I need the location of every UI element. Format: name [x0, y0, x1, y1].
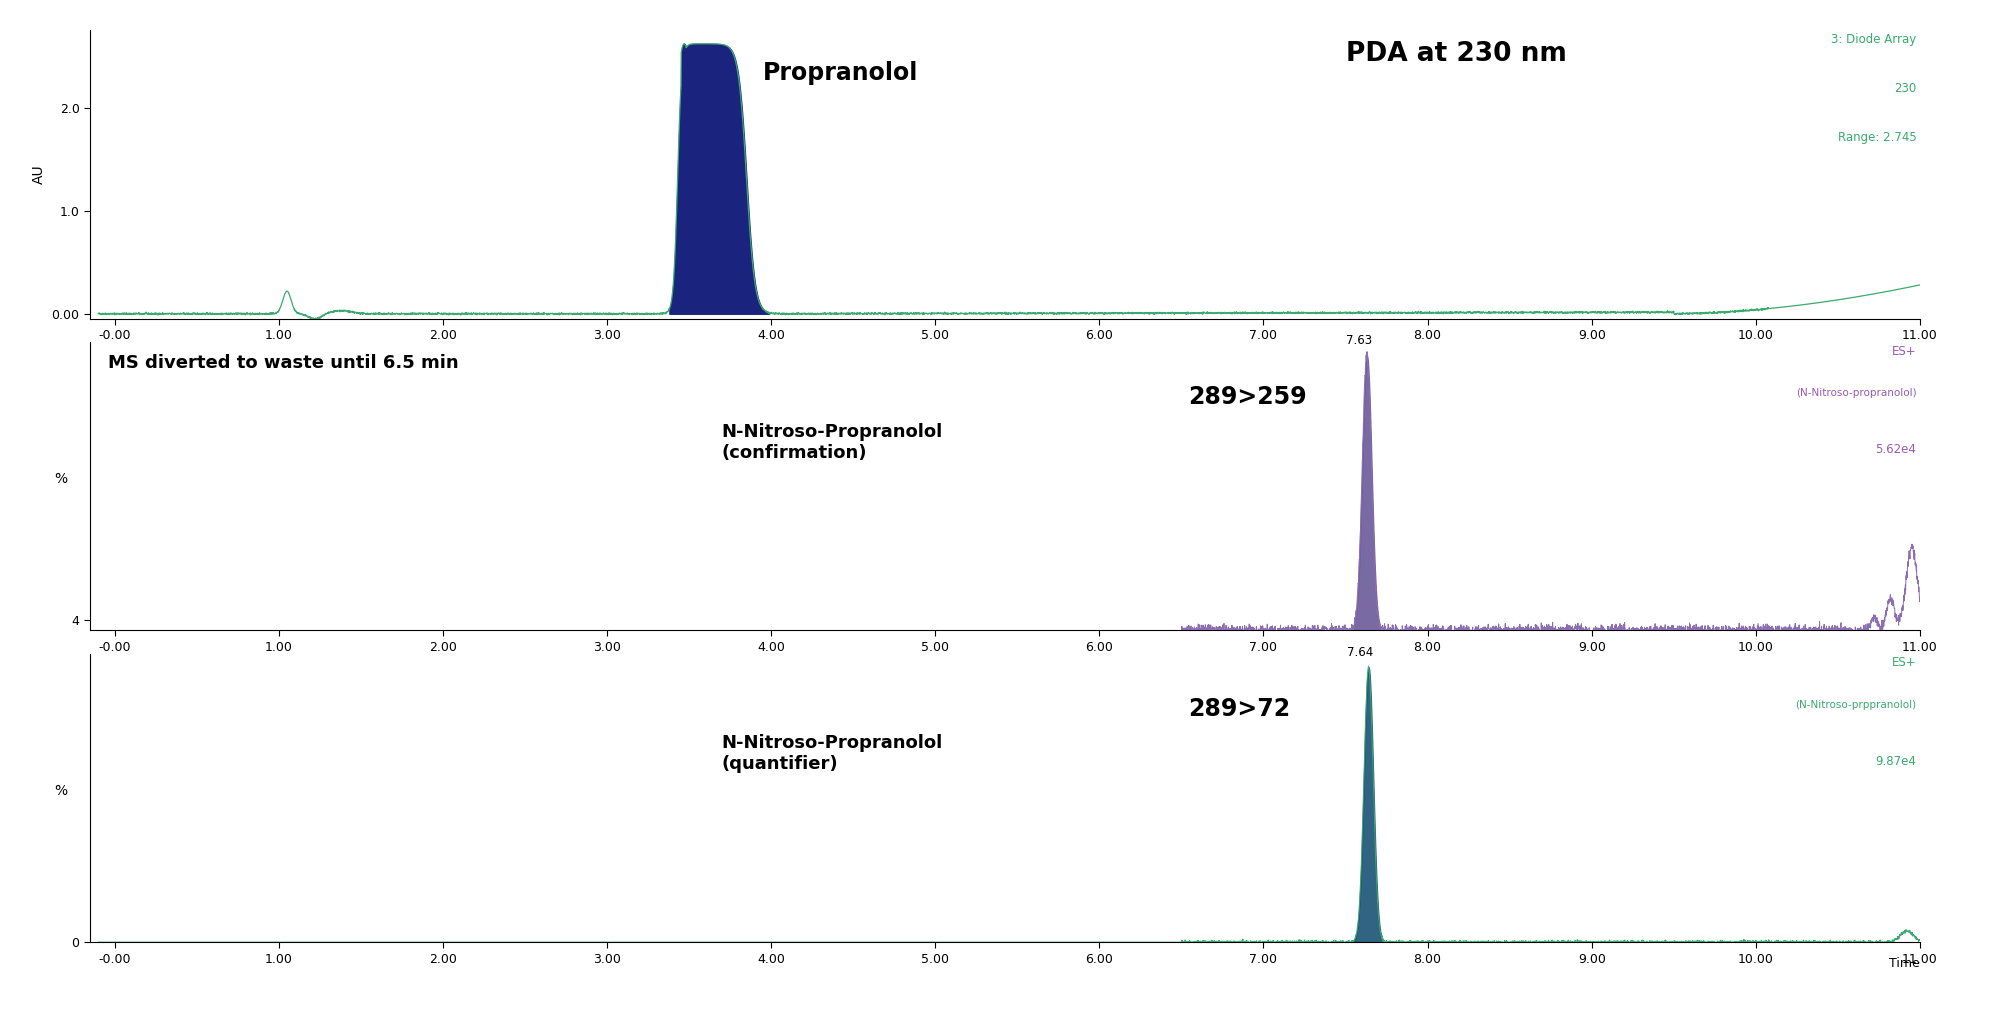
Text: 7.63: 7.63: [1346, 334, 1372, 347]
Text: (N-Nitroso-prppranolol): (N-Nitroso-prppranolol): [1796, 700, 1916, 710]
Text: 289>259: 289>259: [1188, 385, 1306, 409]
Text: 9.87e4: 9.87e4: [1876, 755, 1916, 768]
Y-axis label: AU: AU: [32, 165, 46, 184]
Text: 7.64: 7.64: [1348, 646, 1374, 659]
Text: MS diverted to waste until 6.5 min: MS diverted to waste until 6.5 min: [108, 354, 458, 372]
Text: 3: Diode Array: 3: Diode Array: [1832, 33, 1916, 47]
Text: 230: 230: [1894, 82, 1916, 95]
Text: 289>72: 289>72: [1188, 697, 1290, 721]
Text: N-Nitroso-Propranolol
(confirmation): N-Nitroso-Propranolol (confirmation): [722, 422, 942, 462]
Text: PDA at 230 nm: PDA at 230 nm: [1346, 41, 1566, 67]
Text: N-Nitroso-Propranolol
(quantifier): N-Nitroso-Propranolol (quantifier): [722, 734, 942, 773]
Y-axis label: %: %: [54, 472, 68, 486]
Text: ES+: ES+: [1892, 656, 1916, 670]
Text: 5.62e4: 5.62e4: [1876, 443, 1916, 456]
Text: ES+: ES+: [1892, 344, 1916, 358]
Y-axis label: %: %: [54, 784, 68, 798]
Text: Propranolol: Propranolol: [762, 62, 918, 85]
Text: (N-Nitroso-propranolol): (N-Nitroso-propranolol): [1796, 388, 1916, 398]
Text: Time: Time: [1890, 956, 1920, 969]
Text: Range: 2.745: Range: 2.745: [1838, 132, 1916, 145]
